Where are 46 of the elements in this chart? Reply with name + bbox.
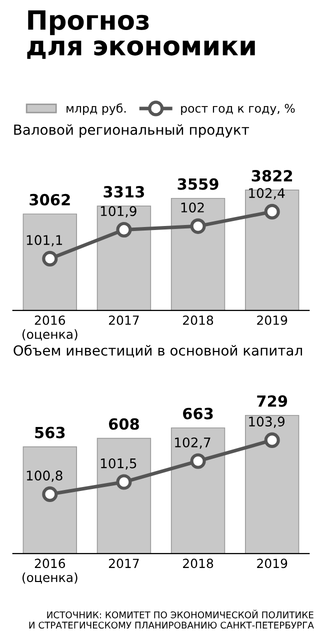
bar [170,427,226,554]
point [264,204,280,220]
text: ИСТОЧНИК: КОМИТЕТ ПО ЭКОНОМИЧЕСКОЙ ПОЛИТИКЕ И СТРАТЕГИЧЕСКОМУ ПЛАНИРОВАНИЮ САНКТ-ПЕТЕРБУРГА [29,610,314,629]
data-label: 3559 [178,178,218,190]
point [190,453,206,469]
data-label: 101,9 [100,206,136,218]
data-label: 103,9 [249,416,284,428]
data-label: 101,1 [26,235,62,246]
bar [22,446,77,554]
bar [96,438,152,554]
chart-subtitle: Валовой региональный продукт [14,124,250,138]
bar [245,414,300,554]
x-tick-label: 2019 [257,315,288,325]
data-label: 102,7 [175,437,210,449]
chart-title: Прогноз для экономики [27,10,255,59]
x-tick-label: 2016 (оценка) [22,558,78,584]
legend-label: млрд руб. [66,103,126,116]
x-tick-label: 2016 (оценка) [22,315,78,340]
data-label: 729 [257,395,288,407]
data-label: 100,8 [26,470,62,482]
data-label: 3313 [104,186,144,198]
bar [22,214,77,310]
point [264,432,280,448]
data-label: 608 [108,418,139,430]
data-label: 102,4 [249,188,285,200]
point [42,486,58,502]
x-tick-label: 2018 [183,558,214,568]
data-label: 563 [35,426,65,438]
point [190,218,206,234]
data-label: 101,5 [100,458,136,470]
chart-subtitle: Объем инвестиций в основной капитал [14,344,302,358]
bar [170,198,226,310]
data-label: 663 [183,408,213,420]
data-label: 102 [181,202,204,212]
data-label: 3822 [252,170,292,182]
x-tick-label: 2018 [183,315,214,325]
x-tick-label: 2017 [108,315,139,325]
x-tick-label: 2019 [257,558,288,568]
bar [96,206,152,310]
point [116,222,132,238]
legend-label: рост год к году, % [181,104,295,116]
point [116,474,132,490]
data-label: 3062 [30,194,70,206]
bar [245,190,300,310]
point [42,250,58,266]
x-tick-label: 2017 [108,558,139,568]
